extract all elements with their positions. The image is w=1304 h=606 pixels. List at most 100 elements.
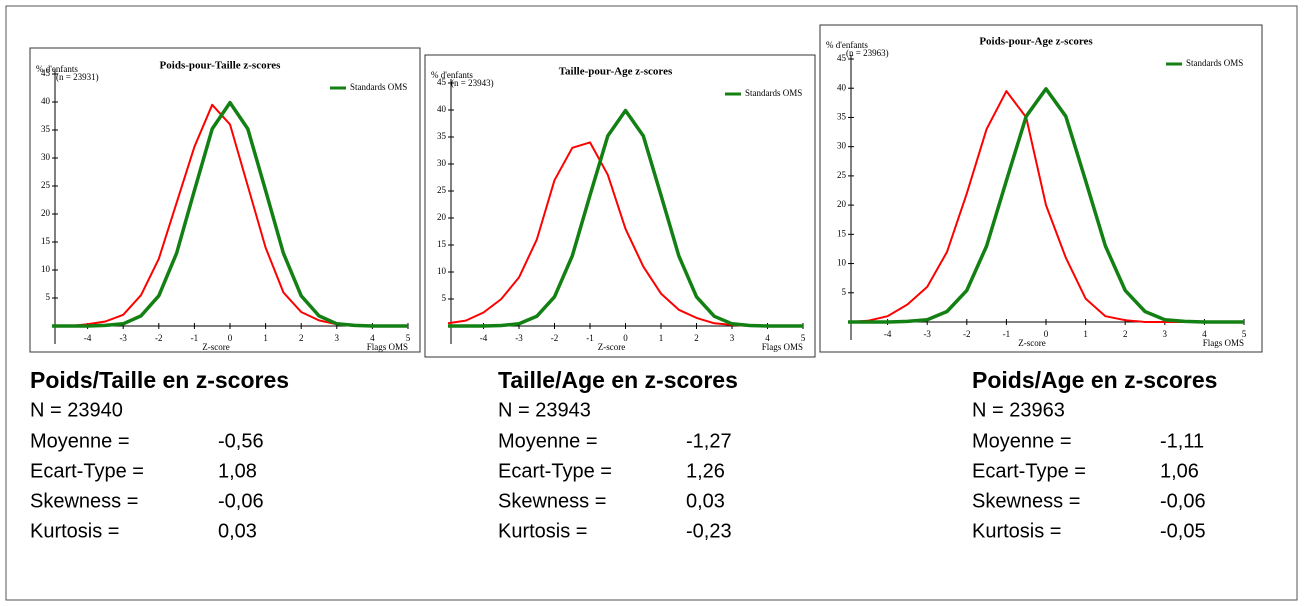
legend-label: Standards OMS (745, 88, 802, 98)
chart-title: Taille-pour-Age z-scores (559, 66, 673, 78)
x-tick-label: -2 (551, 333, 559, 343)
stat-value: 0,03 (218, 520, 257, 542)
stat-value: -0,23 (686, 520, 732, 542)
x-tick-label: -4 (480, 333, 488, 343)
stat-value: -0,05 (1160, 520, 1206, 542)
stat-label: Moyenne = (498, 430, 598, 452)
x-tick-label: 5 (801, 333, 806, 343)
legend-label: Standards OMS (1186, 58, 1243, 68)
x-tick-label: -1 (191, 333, 199, 343)
panel-n: N = 23943 (498, 399, 591, 421)
stat-label: Skewness = (30, 490, 138, 512)
flags-note: Flags OMS (1203, 338, 1244, 348)
y-tick-label: 15 (41, 236, 51, 246)
y-label: % d'enfants (36, 64, 78, 74)
y-tick-label: 20 (437, 212, 447, 222)
panel-heading: Taille/Age en z-scores (498, 367, 738, 393)
y-tick-label: 40 (837, 82, 847, 92)
x-tick-label: -1 (1003, 329, 1011, 339)
stat-value: -1,11 (1160, 430, 1204, 452)
y-tick-label: 10 (41, 264, 51, 274)
x-tick-label: 3 (335, 333, 340, 343)
x-tick-label: 5 (406, 333, 411, 343)
stat-value: 0,03 (686, 490, 725, 512)
x-tick-label: 2 (1123, 329, 1128, 339)
stat-value: 1,08 (218, 460, 257, 482)
y-tick-label: 20 (837, 199, 847, 209)
stat-label: Kurtosis = (30, 520, 119, 542)
y-tick-label: 5 (842, 287, 847, 297)
n-annotation: (n = 23963) (846, 48, 889, 58)
stat-value: -0,56 (218, 430, 264, 452)
x-tick-label: -2 (963, 329, 971, 339)
y-tick-label: 40 (437, 104, 447, 114)
stat-label: Moyenne = (972, 430, 1072, 452)
y-tick-label: 30 (837, 141, 847, 151)
stat-label: Kurtosis = (498, 520, 587, 542)
stat-value: -1,27 (686, 430, 732, 452)
x-tick-label: 0 (1044, 329, 1049, 339)
y-tick-label: 35 (41, 124, 51, 134)
stat-label: Moyenne = (30, 430, 130, 452)
stat-value: -0,06 (1160, 490, 1206, 512)
frame (5, 5, 1298, 601)
y-tick-label: 45 (41, 68, 51, 78)
y-tick-label: 10 (437, 266, 447, 276)
x-tick-label: -3 (119, 333, 127, 343)
panel-n: N = 23940 (30, 399, 123, 421)
stat-label: Ecart-Type = (972, 460, 1086, 482)
stat-label: Skewness = (498, 490, 606, 512)
x-tick-label: 0 (623, 333, 628, 343)
stat-label: Skewness = (972, 490, 1080, 512)
x-tick-label: 1 (263, 333, 268, 343)
x-tick-label: 1 (1083, 329, 1088, 339)
series-line (52, 100, 408, 328)
x-tick-label: 5 (1242, 329, 1247, 339)
x-tick-label: 4 (765, 333, 770, 343)
x-label: Z-score (598, 342, 625, 352)
x-tick-label: 4 (1202, 329, 1207, 339)
y-tick-label: 20 (41, 208, 51, 218)
n-annotation: (n = 23943) (451, 78, 494, 88)
x-tick-label: 3 (730, 333, 735, 343)
y-tick-label: 45 (437, 77, 447, 87)
y-label: % d'enfants (826, 40, 868, 50)
y-tick-label: 15 (437, 239, 447, 249)
stat-label: Ecart-Type = (30, 460, 144, 482)
y-tick-label: 25 (41, 180, 51, 190)
x-tick-label: 4 (370, 333, 375, 343)
stat-value: 1,26 (686, 460, 725, 482)
legend-label: Standards OMS (350, 82, 407, 92)
y-tick-label: 10 (837, 258, 847, 268)
panel-heading: Poids/Taille en z-scores (30, 367, 289, 393)
chart-frame (29, 47, 421, 353)
x-tick-label: -4 (884, 329, 892, 339)
chart-title: Poids-pour-Age z-scores (979, 36, 1093, 48)
x-tick-label: 3 (1163, 329, 1168, 339)
series-line (848, 87, 1244, 324)
stat-value: -0,06 (218, 490, 264, 512)
y-tick-label: 15 (837, 228, 847, 238)
stat-label: Ecart-Type = (498, 460, 612, 482)
y-tick-label: 25 (837, 170, 847, 180)
x-tick-label: -3 (515, 333, 523, 343)
chart-frame (819, 24, 1263, 353)
panel-heading: Poids/Age en z-scores (972, 367, 1217, 393)
x-label: Z-score (1018, 338, 1045, 348)
x-tick-label: -4 (84, 333, 92, 343)
panel-n: N = 23963 (972, 399, 1065, 421)
y-tick-label: 5 (442, 293, 447, 303)
n-annotation: (n = 23931) (56, 72, 99, 82)
y-tick-label: 5 (46, 292, 51, 302)
chart-title: Poids-pour-Taille z-scores (160, 60, 282, 72)
x-tick-label: 2 (299, 333, 304, 343)
y-tick-label: 30 (41, 152, 51, 162)
flags-note: Flags OMS (367, 342, 408, 352)
y-tick-label: 45 (837, 53, 847, 63)
x-tick-label: 0 (228, 333, 233, 343)
x-tick-label: -2 (155, 333, 163, 343)
flags-note: Flags OMS (762, 342, 803, 352)
y-tick-label: 40 (41, 96, 51, 106)
stat-value: 1,06 (1160, 460, 1199, 482)
